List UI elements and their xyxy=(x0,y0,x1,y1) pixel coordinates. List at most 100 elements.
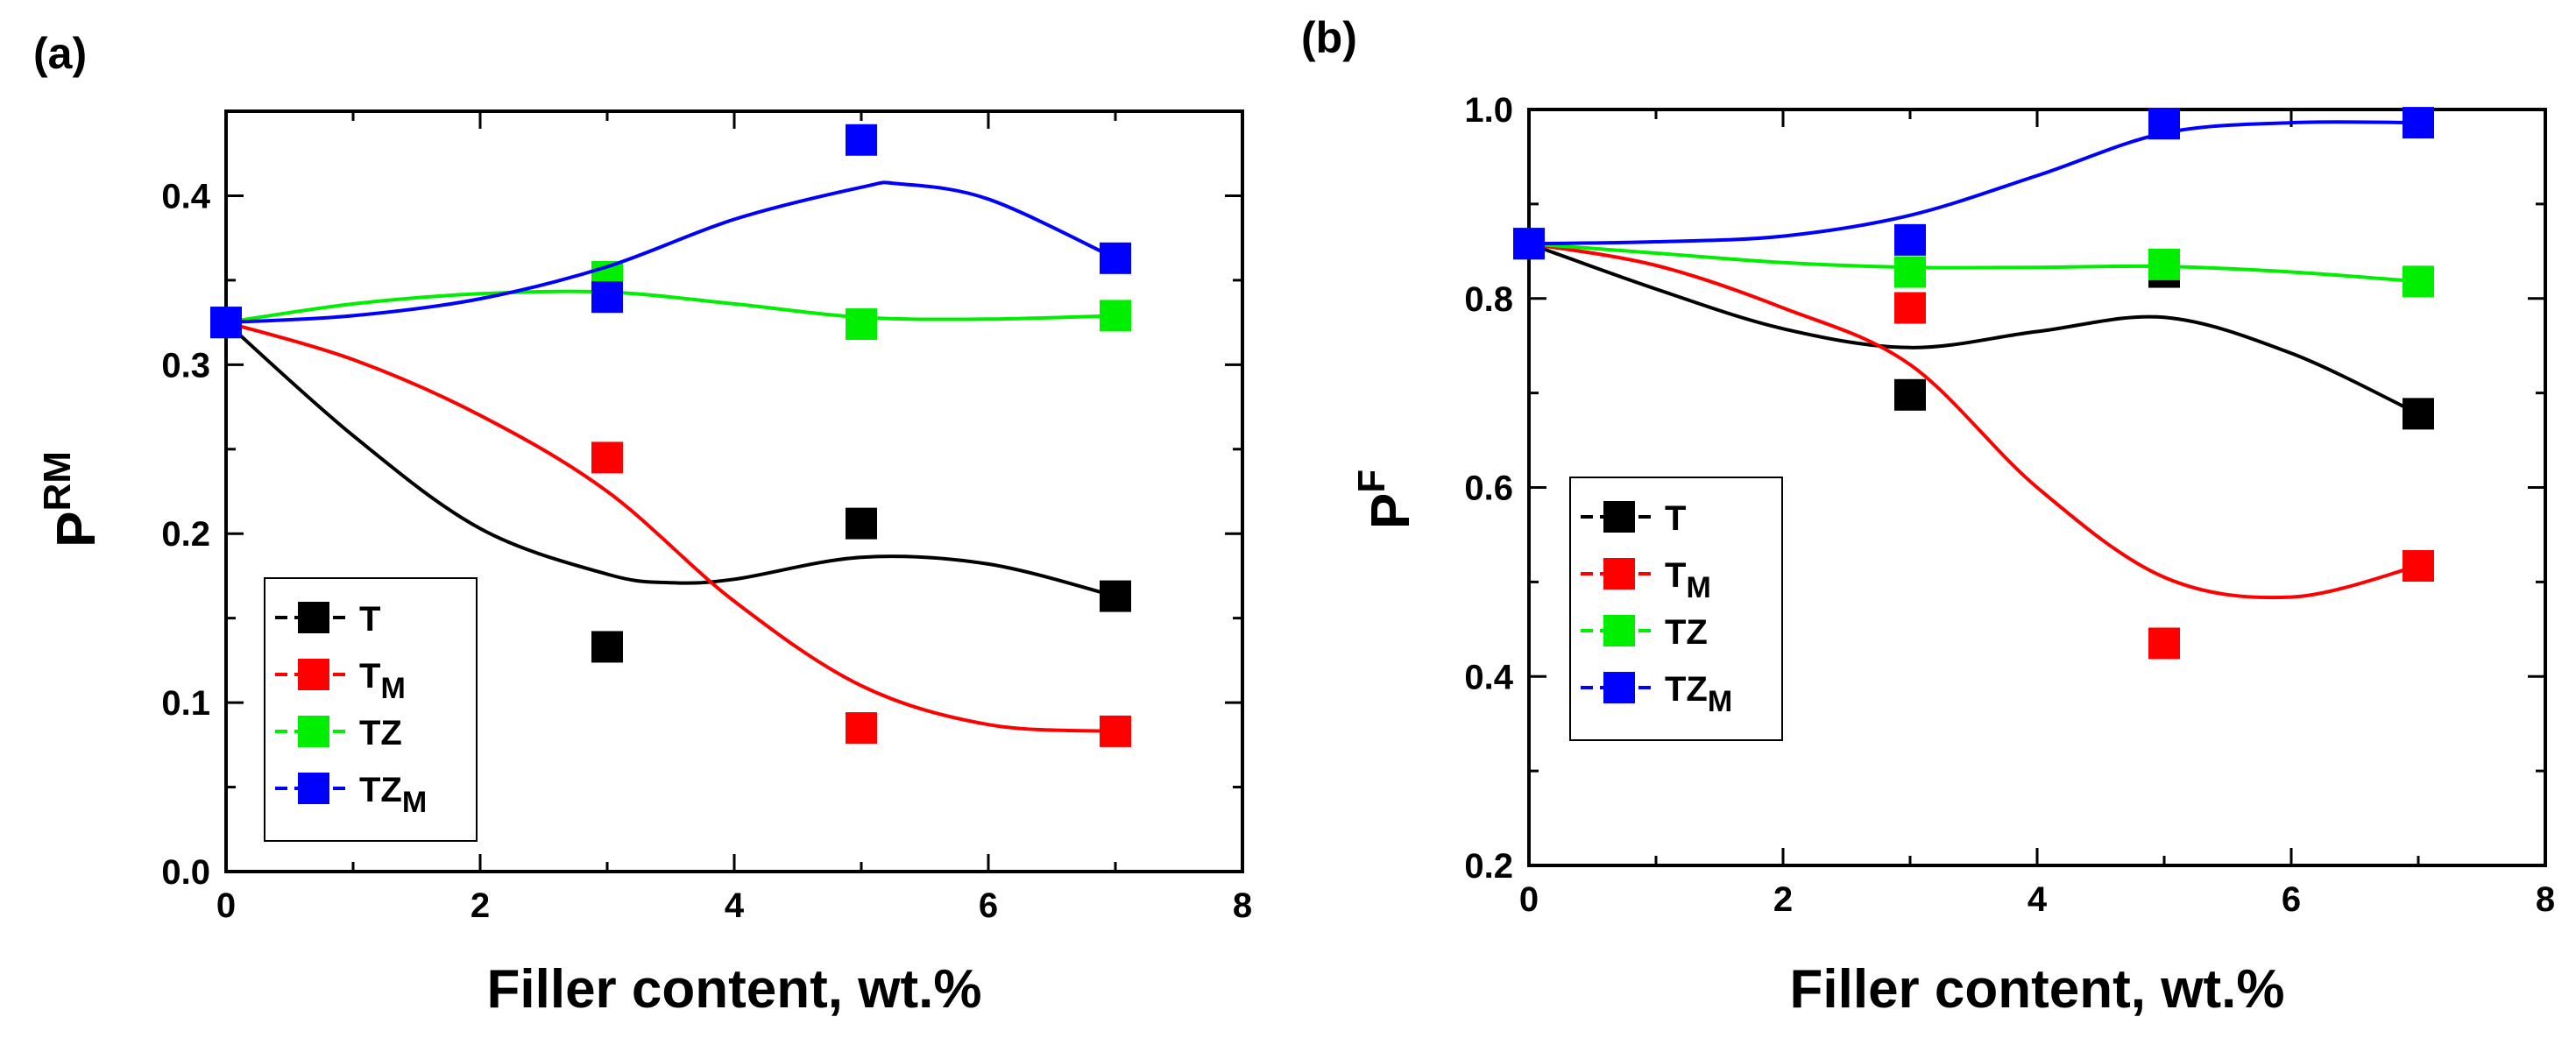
y-tick-label: 0.2 xyxy=(1464,847,1513,886)
panel-label: (a) xyxy=(33,29,87,78)
y-tick-label: 1.0 xyxy=(1464,91,1513,130)
legend-marker xyxy=(298,716,329,747)
fit-curve xyxy=(224,321,1116,598)
legend-label: TM xyxy=(1665,556,1711,604)
data-point xyxy=(1100,300,1131,332)
y-axis-label-superscript: RM xyxy=(36,451,79,511)
legend-marker xyxy=(298,773,329,804)
y-tick-label: 0.8 xyxy=(1464,280,1513,319)
x-axis-label: Filler content, wt.% xyxy=(1790,959,2285,1020)
legend-label-subscript: M xyxy=(1686,571,1710,604)
legend-label-main: T xyxy=(1665,556,1686,595)
panel-label: (b) xyxy=(1301,13,1357,62)
y-tick-label: 0.2 xyxy=(161,515,210,554)
legend-marker xyxy=(1603,558,1635,590)
legend-label: TZ xyxy=(359,714,402,752)
data-point xyxy=(846,124,877,156)
legend-entry-TZ: TZ xyxy=(1581,613,1708,652)
y-axis-label: PRM xyxy=(36,451,107,547)
legend-marker xyxy=(298,659,329,690)
legend-entry-TZM: TZM xyxy=(275,771,427,819)
x-tick-label: 8 xyxy=(1233,886,1252,925)
data-point xyxy=(210,307,242,339)
fit-curve xyxy=(1528,242,2419,284)
series-TZ xyxy=(210,261,1131,341)
data-point xyxy=(1100,580,1131,612)
x-tick-label: 4 xyxy=(2028,880,2048,919)
x-tick-label: 6 xyxy=(979,886,998,925)
legend-label-main: TZ xyxy=(359,714,402,752)
legend-entry-TM: TM xyxy=(275,657,406,705)
legend-label-subscript: M xyxy=(380,672,405,705)
data-point xyxy=(591,631,623,663)
data-point xyxy=(591,281,623,314)
y-tick-label: 0.3 xyxy=(161,346,210,385)
legend-marker xyxy=(1603,615,1635,646)
y-tick-label: 0.0 xyxy=(161,853,210,892)
legend-label: TZM xyxy=(359,771,427,819)
panel-a: (a) 0 2 4 6 8 0.0 0.1 0.2 0.3 0.4 Filler content, w… xyxy=(33,29,1252,1020)
data-point xyxy=(1894,223,1926,256)
data-point xyxy=(846,507,877,540)
legend-label: T xyxy=(359,600,380,639)
data-point xyxy=(1894,292,1926,324)
x-tick-label: 2 xyxy=(1773,880,1793,919)
legend-label-main: T xyxy=(359,657,380,696)
legend-marker xyxy=(298,602,329,633)
y-tick-label: 0.6 xyxy=(1464,470,1513,508)
data-point xyxy=(1100,242,1131,274)
series-T xyxy=(1513,228,2434,430)
data-point xyxy=(1100,715,1131,747)
y-tick-label: 0.4 xyxy=(161,177,210,215)
data-point xyxy=(2403,550,2434,583)
x-tick-label: 0 xyxy=(216,886,236,925)
data-point xyxy=(591,441,623,474)
legend-label-main: TZ xyxy=(1665,613,1708,652)
x-tick-label: 8 xyxy=(2536,880,2555,919)
legend-entry-TM: TM xyxy=(1581,556,1711,604)
data-point xyxy=(1894,256,1926,288)
data-point xyxy=(2403,398,2434,430)
fit-curve xyxy=(225,289,1116,325)
data-point xyxy=(846,712,877,745)
series-TZM xyxy=(1513,107,2434,260)
legend-label: TM xyxy=(359,657,406,705)
y-axis-label-base: P xyxy=(46,512,107,547)
x-tick-label: 4 xyxy=(725,886,745,925)
x-tick-label: 0 xyxy=(1519,880,1539,919)
legend-entry-T: T xyxy=(1581,499,1686,538)
legend-label-subscript: M xyxy=(402,786,427,819)
series-TZM xyxy=(210,124,1131,339)
legend-marker xyxy=(1603,501,1635,533)
x-axis-label: Filler content, wt.% xyxy=(487,959,982,1020)
fit-curve xyxy=(1528,242,2419,416)
data-point xyxy=(2148,108,2180,140)
legend-label-main: T xyxy=(359,600,380,639)
legend-label-subscript: M xyxy=(1708,685,1732,718)
series-TZ xyxy=(1513,228,2434,298)
panel-b: (b) 0 2 4 6 8 0.2 0.4 0.6 0.8 1.0 Filler content, w… xyxy=(1301,13,2555,1020)
legend-entry-TZ: TZ xyxy=(275,714,402,752)
legend-label: TZM xyxy=(1665,670,1732,718)
fit-curve xyxy=(225,321,1116,733)
fit-curve xyxy=(1528,242,2419,600)
y-axis-label-base: P xyxy=(1361,493,1421,529)
fit-curve xyxy=(1528,120,2419,246)
data-point xyxy=(1513,228,1545,260)
x-tick-label: 6 xyxy=(2282,880,2301,919)
legend-entry-TZM: TZM xyxy=(1581,670,1732,718)
legend-label-main: TZ xyxy=(359,771,402,809)
data-point xyxy=(846,308,877,341)
y-tick-label: 0.4 xyxy=(1464,658,1513,696)
y-axis-label-superscript: F xyxy=(1350,470,1393,493)
data-point xyxy=(2148,627,2180,660)
x-tick-label: 2 xyxy=(471,886,490,925)
legend-entry-T: T xyxy=(275,600,380,639)
data-point xyxy=(2148,248,2180,280)
fit-curve xyxy=(225,180,1116,325)
data-point xyxy=(2403,107,2434,139)
data-point xyxy=(2403,265,2434,298)
